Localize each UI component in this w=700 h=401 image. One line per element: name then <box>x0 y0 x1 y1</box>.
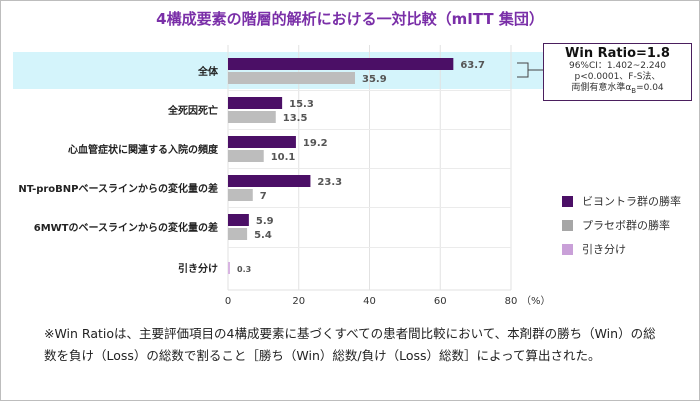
win-ratio-alpha: 両側有意水準αB=0.04 <box>571 83 664 95</box>
x-unit-label: （%） <box>521 295 551 307</box>
x-tick-label: 80 <box>505 296 518 307</box>
legend-item-vyndaqel: ビヨントラ群の勝率 <box>562 189 681 213</box>
win-ratio-box: Win Ratio=1.8 96%CI：1.402~2.240 p<0.0001… <box>543 43 692 101</box>
data-label: 15.3 <box>289 99 314 110</box>
category-label: 心血管症状に関連する入院の頻度 <box>68 143 219 156</box>
bar-vyndaqel <box>228 175 311 187</box>
data-label: 35.9 <box>362 74 387 85</box>
bar-vyndaqel <box>228 214 249 226</box>
bracket-connector <box>517 62 543 78</box>
x-tick-label: 60 <box>434 296 447 307</box>
x-tick-label: 40 <box>363 296 376 307</box>
win-ratio-p: p<0.0001、F-S法、 <box>574 72 661 82</box>
bar-tie <box>228 262 230 274</box>
win-ratio-heading: Win Ratio=1.8 <box>565 46 670 61</box>
bar-placebo <box>228 111 276 123</box>
chart-title: 4構成要素の階層的解析における一対比較（mITT 集団） <box>156 10 544 28</box>
footnote: ※Win Ratioは、主要評価項目の4構成要素に基づくすべての患者間比較におい… <box>44 326 656 363</box>
data-label: 10.1 <box>271 152 296 163</box>
category-label: 全死因死亡 <box>167 104 218 117</box>
legend: ビヨントラ群の勝率 プラセボ群の勝率 引き分け <box>562 189 681 261</box>
category-label: 6MWTのベースラインからの変化量の差 <box>34 221 218 234</box>
bar-vyndaqel <box>228 58 454 70</box>
legend-item-placebo: プラセボ群の勝率 <box>562 213 681 237</box>
bar-placebo <box>228 72 355 84</box>
data-label: 5.4 <box>254 230 272 241</box>
category-label: NT-proBNPベースラインからの変化量の差 <box>18 182 218 195</box>
bar-placebo <box>228 150 264 162</box>
win-ratio-ci: 96%CI：1.402~2.240 <box>568 61 666 71</box>
bar-vyndaqel <box>228 136 296 148</box>
category-label: 引き分け <box>178 262 218 275</box>
x-tick-label: 20 <box>292 296 305 307</box>
bar-placebo <box>228 228 248 240</box>
legend-swatch <box>562 219 573 231</box>
data-label: 5.9 <box>256 216 274 227</box>
data-label: 7 <box>260 191 267 202</box>
bar-placebo <box>228 189 253 201</box>
data-label: 0.3 <box>237 265 251 274</box>
data-label: 63.7 <box>460 60 485 71</box>
bar-vyndaqel <box>228 97 283 109</box>
legend-item-tie: 引き分け <box>562 237 681 261</box>
category-label: 全体 <box>197 65 219 78</box>
legend-swatch <box>562 195 573 207</box>
data-label: 13.5 <box>283 113 308 124</box>
x-tick-label: 0 <box>225 296 231 307</box>
legend-swatch <box>562 243 573 255</box>
data-label: 23.3 <box>317 177 342 188</box>
data-label: 19.2 <box>303 138 328 149</box>
